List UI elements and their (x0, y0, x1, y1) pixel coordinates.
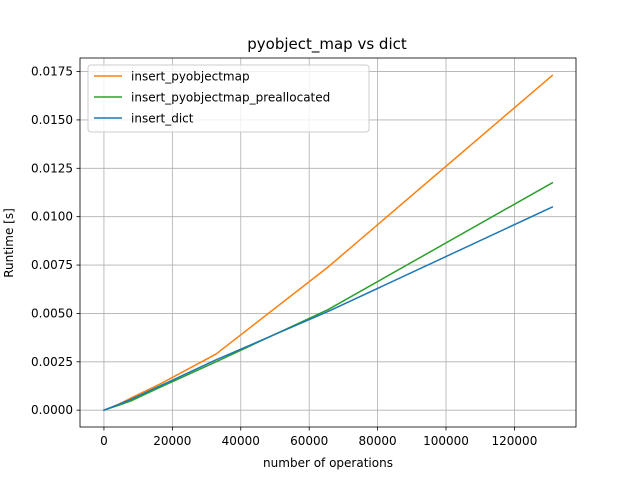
legend: insert_pyobjectmap insert_pyobjectmap_pre… (87, 64, 370, 133)
x-tick-label: 120000 (492, 434, 538, 448)
legend-label: insert_pyobjectmap_preallocated (131, 91, 330, 105)
plot-frame (79, 57, 577, 428)
y-axis-label: Runtime [s] (2, 208, 16, 278)
x-tick-label: 60000 (290, 434, 328, 448)
x-tick-label: 80000 (359, 434, 397, 448)
x-tick-label: 20000 (153, 434, 191, 448)
y-axis: 0.0000 0.0025 0.0050 0.0075 0.0100 0.0125 0.01… (31, 65, 80, 417)
legend-label: insert_dict (131, 112, 194, 126)
y-tick-label: 0.0075 (31, 258, 73, 272)
legend-label: insert_pyobjectmap (131, 70, 250, 84)
x-tick-label: 0 (100, 434, 108, 448)
y-tick-label: 0.0050 (31, 306, 73, 320)
y-tick-label: 0.0000 (31, 403, 73, 417)
y-tick-label: 0.0100 (31, 210, 73, 224)
series-lines (102, 74, 554, 412)
legend-frame (87, 64, 370, 133)
y-tick-label: 0.0125 (31, 161, 73, 175)
y-tick-label: 0.0025 (31, 355, 73, 369)
x-tick-label: 40000 (222, 434, 260, 448)
x-tick-label: 100000 (423, 434, 469, 448)
y-tick-label: 0.0150 (31, 113, 73, 127)
x-axis-label: number of operations (263, 456, 393, 470)
chart-title: pyobject_map vs dict (247, 35, 407, 54)
y-tick-label: 0.0175 (31, 65, 73, 79)
x-axis: 0 20000 40000 60000 80000 100000 120000 (100, 427, 537, 448)
series-line-insert-dict (102, 205, 554, 412)
